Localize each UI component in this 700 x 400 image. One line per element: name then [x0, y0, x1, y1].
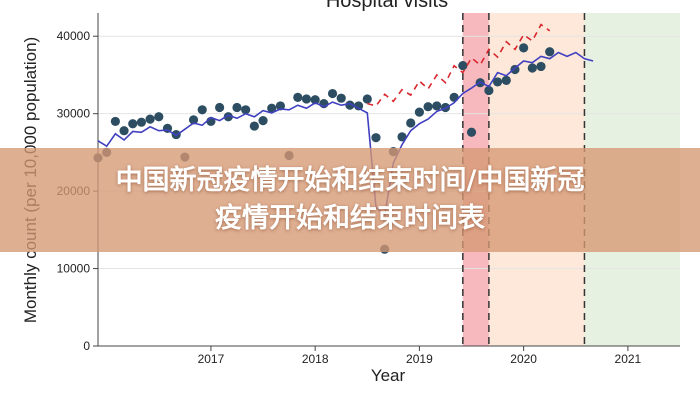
- observed-point-15: [215, 102, 225, 113]
- x-tick-label: 2018: [302, 352, 329, 366]
- observed-point-24: [293, 92, 303, 103]
- observed-point-28: [327, 88, 338, 99]
- observed-point-17: [232, 102, 242, 113]
- y-tick-label: 30000: [57, 107, 91, 121]
- x-tick-label: 2021: [615, 352, 642, 366]
- y-tick-label: 0: [83, 339, 90, 353]
- observed-point-49: [510, 64, 520, 75]
- observed-point-30: [345, 100, 355, 110]
- observed-point-36: [397, 132, 407, 142]
- overlay-banner: 中国新冠疫情开始和结束时间/中国新冠 疫情开始和结束时间表: [0, 148, 700, 252]
- observed-point-19: [249, 121, 259, 131]
- x-axis-title: Year: [371, 366, 406, 385]
- observed-point-16: [223, 112, 233, 122]
- chart-title: Hospital visits: [326, 0, 448, 12]
- observed-point-12: [188, 115, 199, 125]
- fitted-line: [97, 51, 594, 217]
- observed-point-32: [362, 94, 372, 104]
- observed-point-29: [336, 93, 346, 103]
- banner-line-2: 疫情开始和结束时间表: [215, 203, 485, 234]
- observed-point-22: [275, 101, 286, 111]
- observed-point-43: [458, 61, 468, 71]
- observed-point-51: [527, 63, 537, 73]
- observed-point-31: [353, 101, 364, 111]
- observed-point-44: [466, 127, 477, 137]
- banner-line-1: 中国新冠疫情开始和结束时间/中国新冠: [115, 165, 585, 196]
- observed-point-50: [519, 43, 529, 53]
- observed-point-47: [492, 77, 503, 87]
- observed-point-48: [501, 75, 511, 85]
- observed-point-39: [423, 102, 433, 112]
- observed-point-18: [241, 105, 251, 115]
- x-tick-label: 2017: [198, 352, 225, 366]
- observed-point-33: [371, 133, 381, 143]
- observed-point-26: [310, 95, 320, 105]
- observed-point-46: [484, 85, 494, 96]
- observed-point-37: [406, 118, 416, 128]
- y-tick-label: 40000: [57, 29, 91, 43]
- observed-point-40: [432, 101, 442, 111]
- observed-point-38: [414, 107, 425, 117]
- x-tick-label: 2020: [510, 352, 537, 366]
- observed-point-5: [128, 119, 138, 129]
- observed-point-20: [258, 116, 268, 126]
- observed-point-42: [449, 92, 459, 103]
- observed-point-6: [136, 117, 147, 127]
- dashed-vertical-lines: [462, 13, 586, 346]
- observed-point-13: [197, 105, 207, 115]
- observed-point-3: [110, 116, 120, 127]
- observed-point-21: [267, 103, 277, 113]
- observed-point-7: [145, 114, 155, 124]
- observed-point-53: [545, 47, 555, 57]
- observed-point-4: [119, 126, 129, 136]
- observed-point-25: [301, 94, 312, 104]
- x-tick-label: 2019: [406, 352, 433, 366]
- y-tick-label: 10000: [57, 262, 91, 276]
- observed-point-8: [154, 112, 164, 122]
- observed-point-52: [536, 61, 546, 72]
